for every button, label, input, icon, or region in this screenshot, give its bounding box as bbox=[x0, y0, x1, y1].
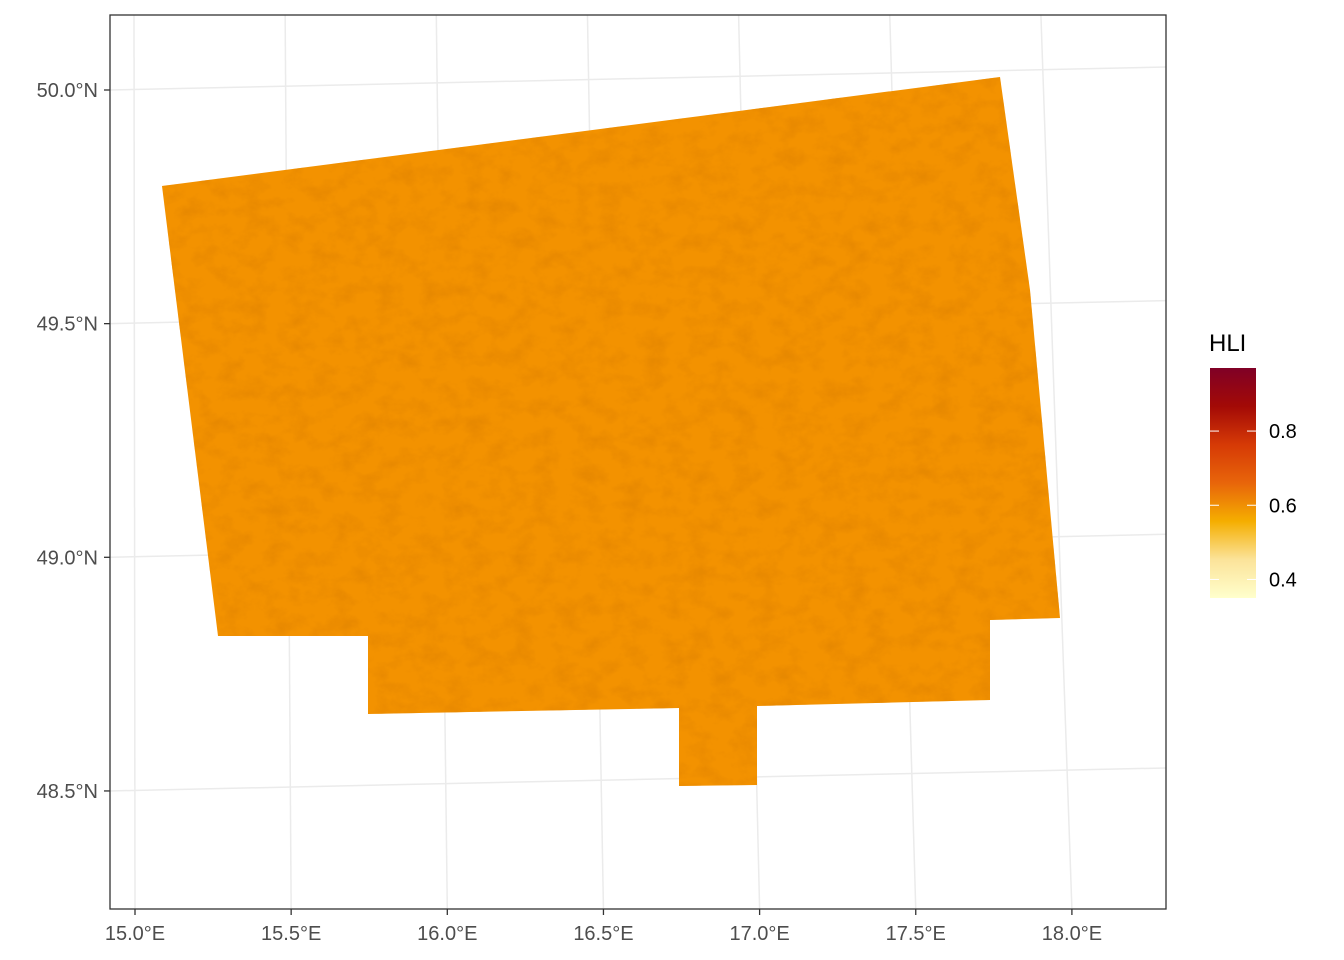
y-tick-label: 48.5°N bbox=[37, 781, 98, 803]
y-tick-label: 50.0°N bbox=[37, 80, 98, 102]
grid-line-lon bbox=[1040, 14, 1073, 910]
legend: HLI 0.8 0.6 0.4 bbox=[1209, 330, 1297, 598]
hli-raster bbox=[162, 77, 1060, 786]
legend-title: HLI bbox=[1209, 330, 1246, 357]
x-tick-label: 17.5°E bbox=[886, 923, 946, 945]
y-axis: 50.0°N 49.5°N 49.0°N 48.5°N bbox=[37, 80, 110, 803]
legend-label: 0.4 bbox=[1269, 569, 1297, 591]
legend-label: 0.8 bbox=[1269, 421, 1297, 443]
x-tick-label: 16.0°E bbox=[417, 923, 477, 945]
x-tick-label: 18.0°E bbox=[1042, 923, 1102, 945]
legend-label: 0.6 bbox=[1269, 495, 1297, 517]
x-axis: 15.0°E 15.5°E 16.0°E 16.5°E 17.0°E 17.5°E 18.0… bbox=[105, 909, 1102, 945]
legend-colorbar bbox=[1210, 368, 1256, 598]
y-tick-label: 49.0°N bbox=[37, 547, 98, 569]
grid-line-lon bbox=[133, 14, 136, 910]
x-tick-label: 15.5°E bbox=[261, 923, 321, 945]
y-tick-label: 49.5°N bbox=[37, 314, 98, 336]
x-tick-label: 16.5°E bbox=[573, 923, 633, 945]
grid-line-lat bbox=[109, 767, 1167, 792]
x-tick-label: 15.0°E bbox=[105, 923, 165, 945]
x-tick-label: 17.0°E bbox=[729, 923, 789, 945]
grid-line-lat bbox=[109, 66, 1167, 91]
panel-border bbox=[109, 14, 1167, 910]
